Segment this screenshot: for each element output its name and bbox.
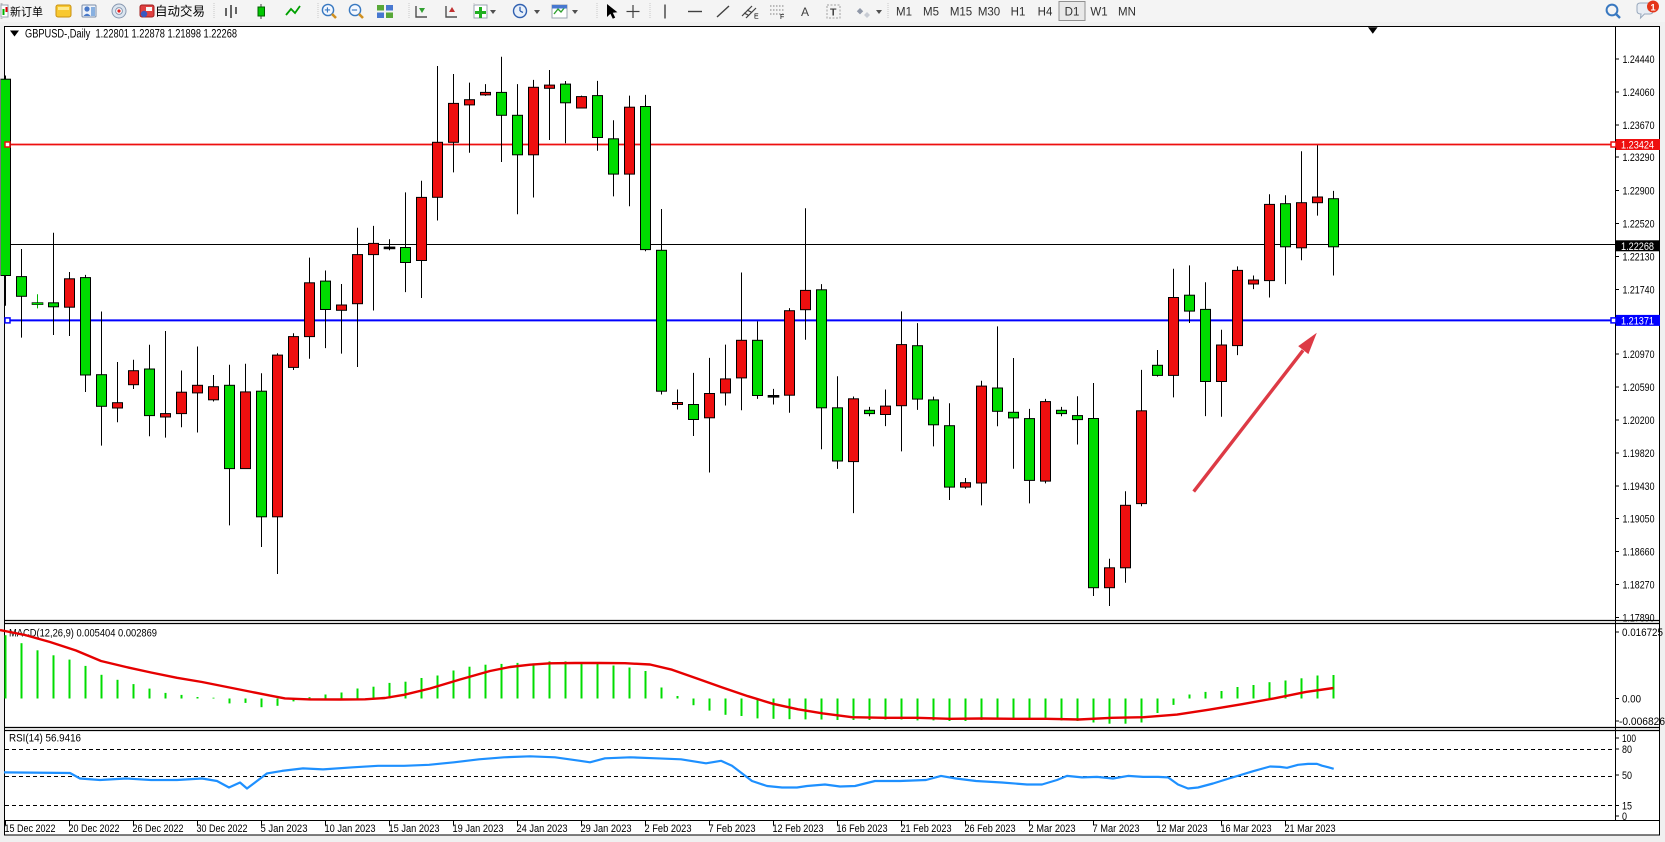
svg-text:26 Dec 2022: 26 Dec 2022 bbox=[133, 823, 184, 835]
svg-text:1.24440: 1.24440 bbox=[1623, 54, 1655, 66]
svg-text:12 Mar 2023: 12 Mar 2023 bbox=[1157, 823, 1208, 835]
svg-text:12 Feb 2023: 12 Feb 2023 bbox=[773, 823, 824, 835]
svg-text:1.20590: 1.20590 bbox=[1623, 382, 1655, 394]
svg-text:50: 50 bbox=[1622, 770, 1632, 782]
svg-text:1.19820: 1.19820 bbox=[1623, 448, 1655, 460]
svg-text:7 Mar 2023: 7 Mar 2023 bbox=[1093, 823, 1140, 835]
svg-text:2 Mar 2023: 2 Mar 2023 bbox=[1029, 823, 1076, 835]
svg-text:RSI(14) 56.9416: RSI(14) 56.9416 bbox=[9, 733, 81, 745]
svg-text:H4: H4 bbox=[1038, 7, 1053, 19]
svg-text:1.18660: 1.18660 bbox=[1623, 547, 1655, 559]
svg-text:1.24060: 1.24060 bbox=[1623, 87, 1655, 99]
svg-text:E: E bbox=[754, 14, 759, 21]
svg-text:5 Jan 2023: 5 Jan 2023 bbox=[261, 823, 308, 835]
svg-text:10 Jan 2023: 10 Jan 2023 bbox=[325, 823, 376, 835]
svg-text:7 Feb 2023: 7 Feb 2023 bbox=[709, 823, 756, 835]
svg-text:自动交易: 自动交易 bbox=[155, 4, 205, 19]
svg-text:1: 1 bbox=[1650, 2, 1656, 13]
svg-text:21 Feb 2023: 21 Feb 2023 bbox=[901, 823, 952, 835]
svg-text:1.22520: 1.22520 bbox=[1623, 219, 1655, 231]
svg-text:MACD(12,26,9) 0.005404 0.00286: MACD(12,26,9) 0.005404 0.002869 bbox=[9, 628, 157, 640]
svg-text:M5: M5 bbox=[923, 7, 939, 19]
svg-text:−: − bbox=[351, 5, 357, 17]
svg-text:21 Mar 2023: 21 Mar 2023 bbox=[1285, 823, 1336, 835]
svg-text:D1: D1 bbox=[1065, 7, 1080, 19]
svg-text:1.23670: 1.23670 bbox=[1623, 120, 1655, 132]
svg-text:0.00: 0.00 bbox=[1622, 693, 1641, 705]
svg-text:80: 80 bbox=[1622, 744, 1632, 756]
svg-text:0: 0 bbox=[1622, 811, 1627, 823]
svg-text:1.22900: 1.22900 bbox=[1623, 186, 1655, 198]
svg-text:19 Jan 2023: 19 Jan 2023 bbox=[453, 823, 504, 835]
svg-text:1.23424: 1.23424 bbox=[1621, 140, 1654, 152]
svg-text:A: A bbox=[801, 5, 809, 19]
svg-text:GBPUSD-,Daily 1.22801 1.22878: GBPUSD-,Daily 1.22801 1.22878 1.21898 1.… bbox=[25, 29, 237, 41]
svg-text:16 Feb 2023: 16 Feb 2023 bbox=[837, 823, 888, 835]
svg-text:1.22130: 1.22130 bbox=[1623, 252, 1655, 264]
svg-text:2 Feb 2023: 2 Feb 2023 bbox=[645, 823, 692, 835]
svg-text:1.22268: 1.22268 bbox=[1621, 241, 1654, 253]
svg-text:W1: W1 bbox=[1090, 7, 1107, 19]
svg-text:16 Mar 2023: 16 Mar 2023 bbox=[1221, 823, 1272, 835]
svg-text:1.17890: 1.17890 bbox=[1623, 613, 1655, 625]
svg-text:20 Dec 2022: 20 Dec 2022 bbox=[69, 823, 120, 835]
svg-text:1.20200: 1.20200 bbox=[1623, 415, 1655, 427]
svg-text:+: + bbox=[324, 5, 330, 17]
svg-text:30 Dec 2022: 30 Dec 2022 bbox=[197, 823, 248, 835]
svg-text:15: 15 bbox=[1622, 800, 1632, 812]
svg-text:M1: M1 bbox=[896, 7, 912, 19]
svg-text:1.20970: 1.20970 bbox=[1623, 349, 1655, 361]
svg-text:1.23290: 1.23290 bbox=[1623, 152, 1655, 164]
svg-text:F: F bbox=[780, 14, 784, 21]
svg-text:MN: MN bbox=[1118, 7, 1136, 19]
svg-text:新订单: 新订单 bbox=[10, 5, 43, 19]
svg-text:26 Feb 2023: 26 Feb 2023 bbox=[965, 823, 1016, 835]
svg-text:15 Jan 2023: 15 Jan 2023 bbox=[389, 823, 440, 835]
svg-text:1.19430: 1.19430 bbox=[1623, 481, 1655, 493]
svg-text:100: 100 bbox=[1622, 733, 1636, 745]
svg-text:0.016725: 0.016725 bbox=[1622, 627, 1663, 639]
svg-text:M30: M30 bbox=[978, 7, 1000, 19]
svg-text:15 Dec 2022: 15 Dec 2022 bbox=[5, 823, 56, 835]
svg-text:1.18270: 1.18270 bbox=[1623, 580, 1655, 592]
svg-text:M15: M15 bbox=[950, 7, 972, 19]
svg-text:24 Jan 2023: 24 Jan 2023 bbox=[517, 823, 568, 835]
svg-text:-0.006826: -0.006826 bbox=[1619, 716, 1665, 728]
svg-text:1.21371: 1.21371 bbox=[1621, 315, 1654, 327]
svg-text:1.21740: 1.21740 bbox=[1623, 285, 1655, 297]
svg-text:H1: H1 bbox=[1011, 7, 1026, 19]
svg-text:1.19050: 1.19050 bbox=[1623, 514, 1655, 526]
svg-text:T: T bbox=[830, 7, 837, 19]
svg-text:29 Jan 2023: 29 Jan 2023 bbox=[581, 823, 632, 835]
